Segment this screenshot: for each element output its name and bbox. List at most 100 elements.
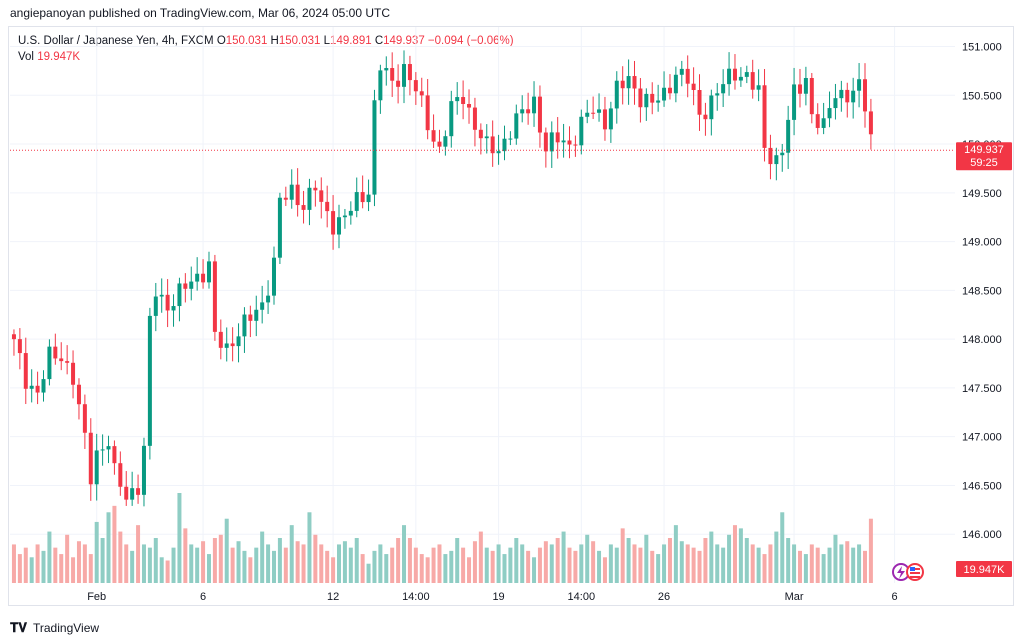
volume-bar [862,550,867,583]
candle [667,74,672,100]
candle [59,342,64,371]
candle [313,180,318,207]
volume-bar [390,547,395,583]
candle [750,59,755,99]
candle [602,96,607,141]
volume-bar [815,547,820,583]
x-tick-label: Feb [87,591,106,603]
volume-bar [29,557,34,583]
volume-bar [396,538,401,583]
volume-bar [94,521,99,583]
candle [289,169,294,209]
candle [467,89,472,124]
candle [549,121,554,168]
candle [325,185,330,228]
candle [656,84,661,112]
candle [472,97,477,147]
tradingview-logo-icon[interactable]: 𝐓𝐕 [10,620,27,635]
candle [159,278,164,313]
candle [88,418,93,501]
volume-bar [348,547,353,583]
candle [496,134,501,165]
x-tick-label: Mar [785,591,804,603]
volume-bar [803,554,808,583]
event-icons[interactable] [892,563,924,581]
candle [573,135,578,157]
volume-bar [224,518,229,583]
volume-bar [159,557,164,583]
candle [597,93,602,122]
volume-bar [147,547,152,583]
candle [744,65,749,84]
volume-bar [573,550,578,583]
volume-bar [821,554,826,583]
candle [644,88,649,121]
volume-bar [632,544,637,583]
volume-bar [656,554,661,583]
candle [756,69,761,102]
candle [277,192,282,265]
candle [407,55,412,96]
chart-frame [8,26,1014,606]
time-axis[interactable]: Feb 6 12 14:00 19 14:00 26 Mar 6 [87,591,897,603]
volume-bar [372,550,377,583]
volume-bar [567,547,572,583]
candle [230,327,235,362]
volume-bar [709,531,714,583]
volume-bar [183,528,188,583]
candle [342,208,347,229]
volume-bar [472,541,477,583]
volume-bar [277,538,282,583]
candle [47,339,52,386]
candle [94,433,99,501]
candle [23,337,28,405]
candle [443,130,448,156]
candle [478,123,483,155]
volume-bars [11,493,873,583]
volume-bar [549,544,554,583]
volume-bar [868,518,873,583]
candle [786,105,791,169]
y-tick-label: 147.500 [962,383,1002,395]
candle [815,103,820,135]
y-tick-label: 149.000 [962,237,1002,249]
price-axis[interactable]: 146.000 146.500 147.000 147.500 148.000 148.5… [962,42,1002,542]
symbol-name[interactable]: U.S. Dollar / Japanese Yen, 4h, FXCM [18,35,214,47]
low-value: 149.891 [330,35,372,47]
volume-bar [271,550,276,583]
volume-bar [532,557,537,583]
volume-bar [230,547,235,583]
volume-bar [792,544,797,583]
candle [337,204,342,249]
volume-bar [212,538,217,583]
candle [171,294,176,327]
candle [378,64,383,114]
x-tick-label: 14:00 [402,591,430,603]
volume-bar [118,531,123,583]
volume-bar [11,544,16,583]
volume-bar [425,557,430,583]
volume-bar [608,544,613,583]
candle [177,277,182,322]
volume-bar [360,554,365,583]
volume-bar [602,557,607,583]
candle [11,329,16,356]
candle [727,52,732,96]
low-label: L [323,35,331,47]
candle [136,474,141,504]
close-label: C [374,35,384,47]
volume-bar [165,560,170,583]
volume-bar [797,550,802,583]
volume-bar [177,493,182,583]
candle [295,168,300,217]
volume-bar [313,534,318,583]
volume-bar [141,544,146,583]
y-tick-label: 148.000 [962,334,1002,346]
volume-badge-text: 19.947K [964,564,1006,576]
candle [402,50,407,104]
volume-bar [384,554,389,583]
footer-brand[interactable]: TradingView [33,621,100,635]
volume-bar [136,525,141,583]
y-tick-label: 151.000 [962,42,1002,54]
